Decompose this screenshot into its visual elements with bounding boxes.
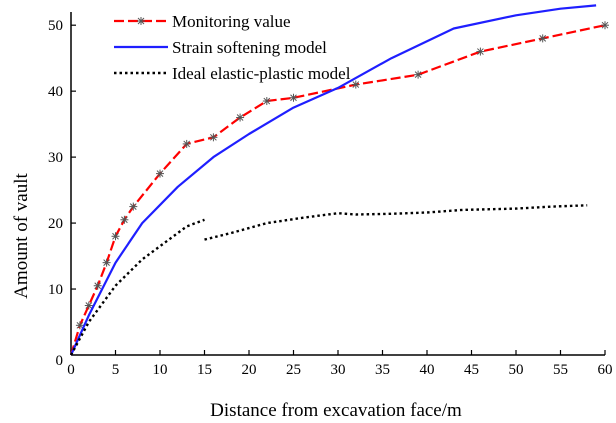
data-point xyxy=(236,113,245,122)
data-point xyxy=(137,17,145,25)
x-tick-label: 15 xyxy=(197,362,212,378)
legend-item: Strain softening model xyxy=(114,38,327,57)
legend-item: Ideal elastic-plastic model xyxy=(114,64,351,83)
marker-stroke xyxy=(290,94,297,102)
data-point xyxy=(120,215,129,224)
data-point xyxy=(476,47,485,56)
marker-stroke xyxy=(76,321,84,329)
data-point xyxy=(102,258,111,267)
x-tick-label: 60 xyxy=(598,362,613,378)
axes: 0 5 10 15 20 25 30 35 40 45 50 55 60 0 10 20 30 40 50 xyxy=(48,12,613,378)
x-tick-label: 30 xyxy=(331,362,346,378)
plot-series xyxy=(69,4,609,356)
series-line xyxy=(69,218,205,356)
legend-label: Monitoring value xyxy=(172,12,291,31)
x-axis-title: Distance from excavation face/m xyxy=(210,400,462,421)
y-tick-label: 10 xyxy=(48,282,63,298)
marker-stroke xyxy=(94,282,102,290)
x-tick-label: 35 xyxy=(375,362,390,378)
y-tick-label: 40 xyxy=(48,84,63,100)
data-point xyxy=(289,93,298,102)
data-point xyxy=(209,133,218,142)
series-2 xyxy=(69,4,597,356)
marker-stroke xyxy=(539,35,547,42)
x-tick-label: 20 xyxy=(242,362,257,378)
data-point xyxy=(538,34,547,43)
x-tick-label: 0 xyxy=(67,362,75,378)
marker-stroke xyxy=(601,21,609,29)
marker-stroke xyxy=(121,216,128,224)
x-tick-label: 55 xyxy=(553,362,568,378)
marker-stroke xyxy=(263,97,271,105)
data-point xyxy=(75,321,84,330)
data-point xyxy=(156,169,164,178)
data-point xyxy=(414,70,423,79)
data-point xyxy=(84,301,93,310)
marker-stroke xyxy=(183,140,191,148)
data-point xyxy=(93,281,102,290)
x-tick-label: 10 xyxy=(153,362,168,378)
marker-stroke xyxy=(352,81,360,88)
series-3 xyxy=(69,204,588,356)
y-tick-label: 20 xyxy=(48,216,63,232)
marker-stroke xyxy=(112,232,119,240)
y-tick-label: 50 xyxy=(48,18,63,34)
marker-stroke xyxy=(236,114,244,121)
series-line xyxy=(204,204,588,241)
marker-stroke xyxy=(156,170,164,177)
y-tick-label: 0 xyxy=(56,353,64,369)
data-point xyxy=(601,21,609,30)
marker-stroke xyxy=(103,259,110,267)
series-1 xyxy=(69,21,609,356)
marker-stroke xyxy=(477,48,484,55)
data-point xyxy=(182,139,191,148)
marker-stroke xyxy=(414,71,422,79)
series-line xyxy=(69,4,597,356)
x-tick-label: 40 xyxy=(420,362,435,378)
legend-label: Ideal elastic-plastic model xyxy=(172,64,351,83)
x-tick-label: 50 xyxy=(509,362,524,378)
marker-stroke xyxy=(210,133,217,141)
x-tick-label: 5 xyxy=(112,362,120,378)
legend: Monitoring value Strain softening model Id… xyxy=(114,12,351,83)
marker-stroke xyxy=(137,17,145,25)
legend-item: Monitoring value xyxy=(114,12,291,31)
marker-stroke xyxy=(85,302,93,309)
y-axis-title: Amount of vault xyxy=(11,172,32,298)
legend-label: Strain softening model xyxy=(172,38,327,57)
x-tick-label: 45 xyxy=(464,362,479,378)
data-point xyxy=(351,80,360,89)
y-tick-label: 30 xyxy=(48,150,63,166)
data-point xyxy=(262,97,271,106)
data-point xyxy=(129,202,138,211)
data-point xyxy=(111,232,120,241)
marker-stroke xyxy=(129,203,137,210)
x-tick-label: 25 xyxy=(286,362,301,378)
